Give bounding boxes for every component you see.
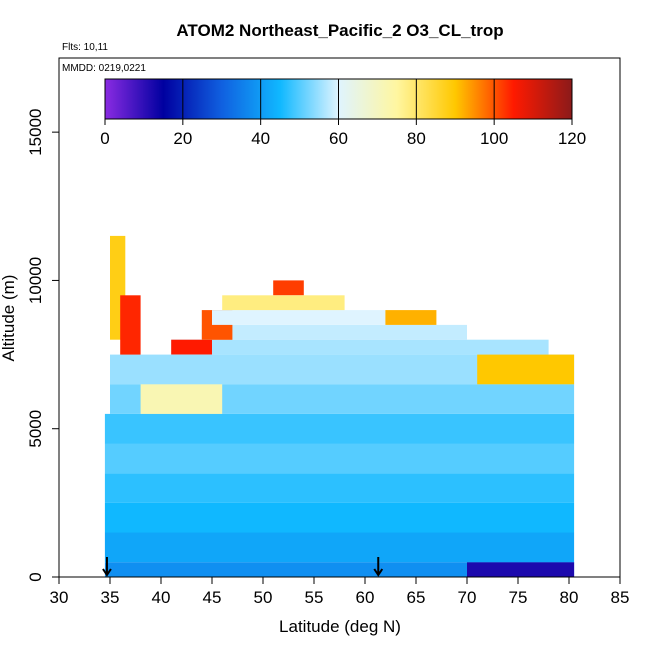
- heatmap-cell: [104, 473, 575, 503]
- y-tick-label: 15000: [26, 109, 45, 156]
- heatmap-cell: [104, 413, 575, 444]
- heatmap-cell: [171, 339, 549, 355]
- heatmap-cell: [222, 295, 345, 311]
- y-tick-label: 5000: [26, 410, 45, 448]
- x-tick-label: 55: [305, 588, 324, 607]
- heatmap-cell: [104, 502, 575, 533]
- heatmap-cell: [477, 354, 575, 385]
- x-tick-label: 35: [101, 588, 120, 607]
- x-tick-label: 30: [50, 588, 69, 607]
- heatmap-cell: [120, 295, 141, 355]
- flights-label: Flts: 10,11: [62, 42, 108, 53]
- heatmap-cell: [385, 310, 437, 325]
- y-axis: 0 5000 10000 15000: [26, 109, 59, 582]
- x-tick-label: 70: [458, 588, 477, 607]
- x-tick-label: 65: [407, 588, 426, 607]
- x-tick-label: 40: [152, 588, 171, 607]
- colorbar: 0 20 40 60 80 100 120: [100, 78, 586, 148]
- arrow-marker: [373, 557, 384, 577]
- colorbar-tick-label: 0: [100, 129, 109, 148]
- x-axis: 30 35 40 45 50 55 60 65 70 75 80 85: [50, 577, 630, 607]
- colorbar-tick-label: 20: [173, 129, 192, 148]
- plot-frame: [58, 57, 621, 578]
- arrow-markers: [102, 557, 384, 577]
- y-tick-label: 0: [26, 572, 45, 581]
- heatmap-cell: [212, 310, 386, 325]
- y-tick-label: 10000: [26, 257, 45, 304]
- heatmap-cell: [467, 562, 575, 577]
- x-tick-label: 50: [254, 588, 273, 607]
- colorbar-tick-label: 40: [251, 129, 270, 148]
- colorbar-tick-label: 100: [480, 129, 508, 148]
- x-axis-label: Latitude (deg N): [279, 617, 401, 636]
- x-tick-label: 60: [356, 588, 375, 607]
- colorbar-tick-label: 120: [558, 129, 586, 148]
- chart-title: ATOM2 Northeast_Pacific_2 O3_CL_trop: [176, 21, 503, 40]
- x-tick-label: 75: [509, 588, 528, 607]
- heatmap-cell: [104, 443, 575, 474]
- colorbar-ticks: 0 20 40 60 80 100 120: [100, 79, 586, 148]
- colorbar-tick-label: 80: [407, 129, 426, 148]
- arrow-marker: [102, 557, 112, 577]
- heatmap-cell: [104, 532, 575, 563]
- heatmap-cell: [171, 339, 212, 355]
- heatmap-cell: [201, 324, 468, 340]
- x-tick-label: 85: [611, 588, 630, 607]
- heatmap-cells: [104, 235, 575, 577]
- colorbar-tick-label: 60: [329, 129, 348, 148]
- mmdd-label: MMDD: 0219,0221: [62, 63, 146, 74]
- heatmap-cell: [273, 280, 304, 296]
- x-tick-label: 80: [560, 588, 579, 607]
- x-tick-label: 45: [203, 588, 222, 607]
- heatmap-cell: [104, 562, 575, 577]
- y-axis-label: Altitude (m): [0, 275, 18, 362]
